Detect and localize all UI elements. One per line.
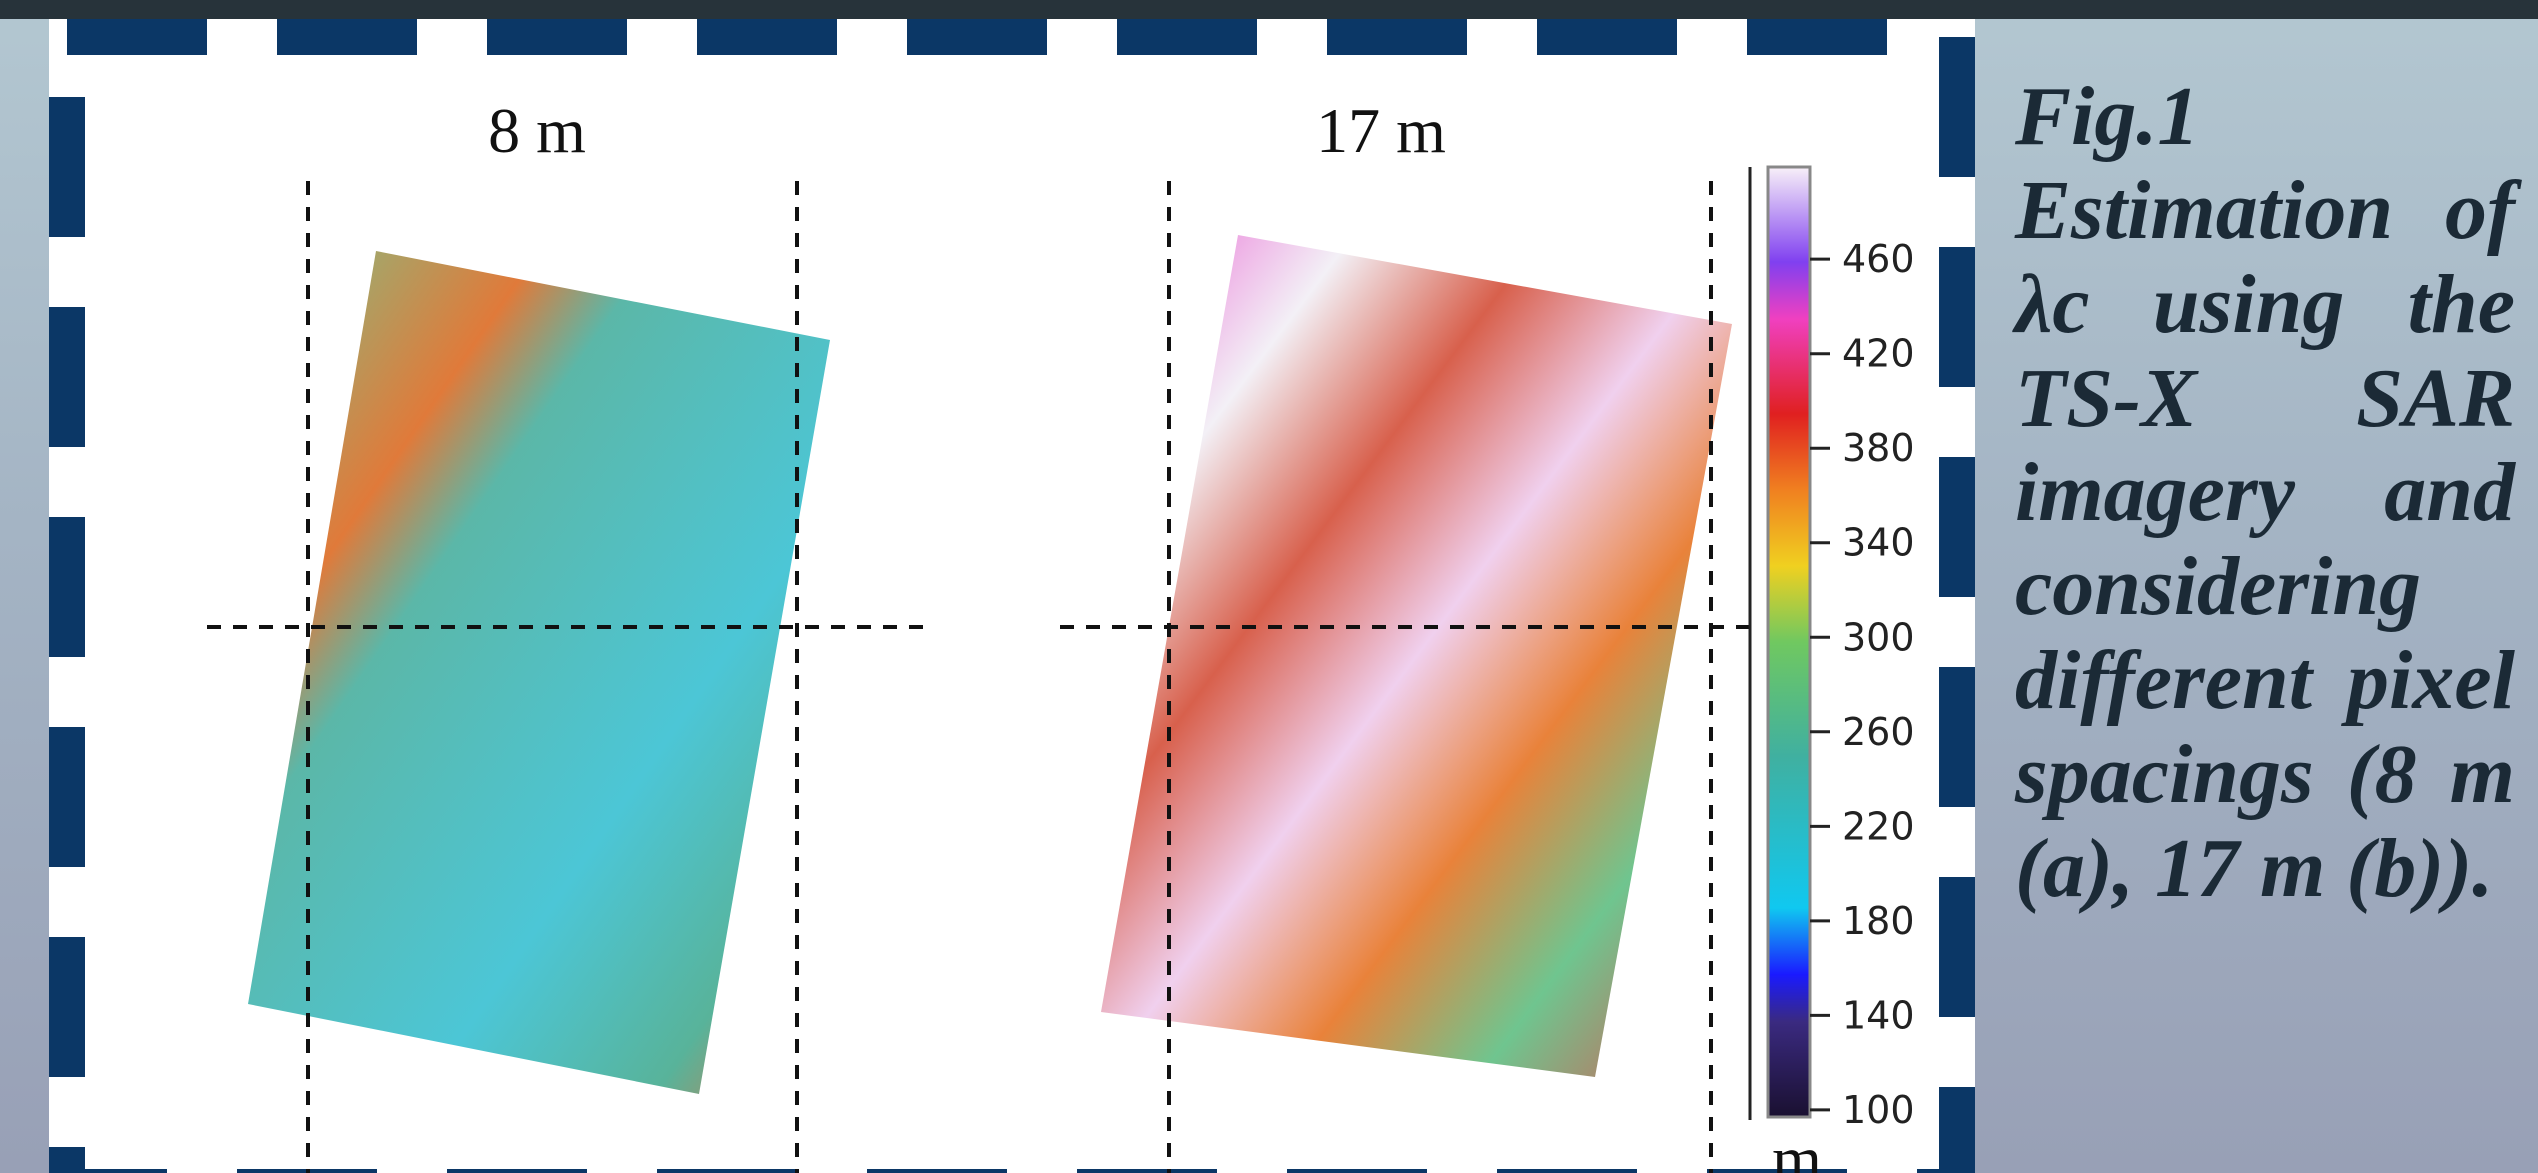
caption: Fig.1 Estimation of λc using the TS-X SA…	[2015, 70, 2515, 916]
colorbar-tick-label: 420	[1842, 332, 1915, 376]
colorbar-tick-label: 260	[1842, 710, 1915, 754]
colorbar-tick-label: 340	[1842, 521, 1915, 565]
colorbar-tick-label: 140	[1842, 993, 1915, 1037]
colorbar-tick-label: 180	[1842, 899, 1915, 943]
colorbar-tick-label: 460	[1842, 237, 1915, 281]
page: {"panels": [{"label": "8 m"}, {"label": …	[0, 0, 2538, 1173]
colorbar-tick-label: 220	[1842, 804, 1915, 848]
colorbar-unit: m	[1772, 1123, 1822, 1173]
colorbar-tick-label: 100	[1842, 1088, 1915, 1132]
figure: 8 m 17 m m 100 140 180 220 260 300 340 380 420 46…	[0, 0, 2000, 1173]
colorbar-tick-label: 300	[1842, 615, 1915, 659]
panel-label: 17 m	[1316, 95, 1446, 166]
colorbar	[1768, 167, 1810, 1117]
panel-label: 8 m	[488, 95, 586, 166]
colorbar-tick-label: 380	[1842, 426, 1915, 470]
